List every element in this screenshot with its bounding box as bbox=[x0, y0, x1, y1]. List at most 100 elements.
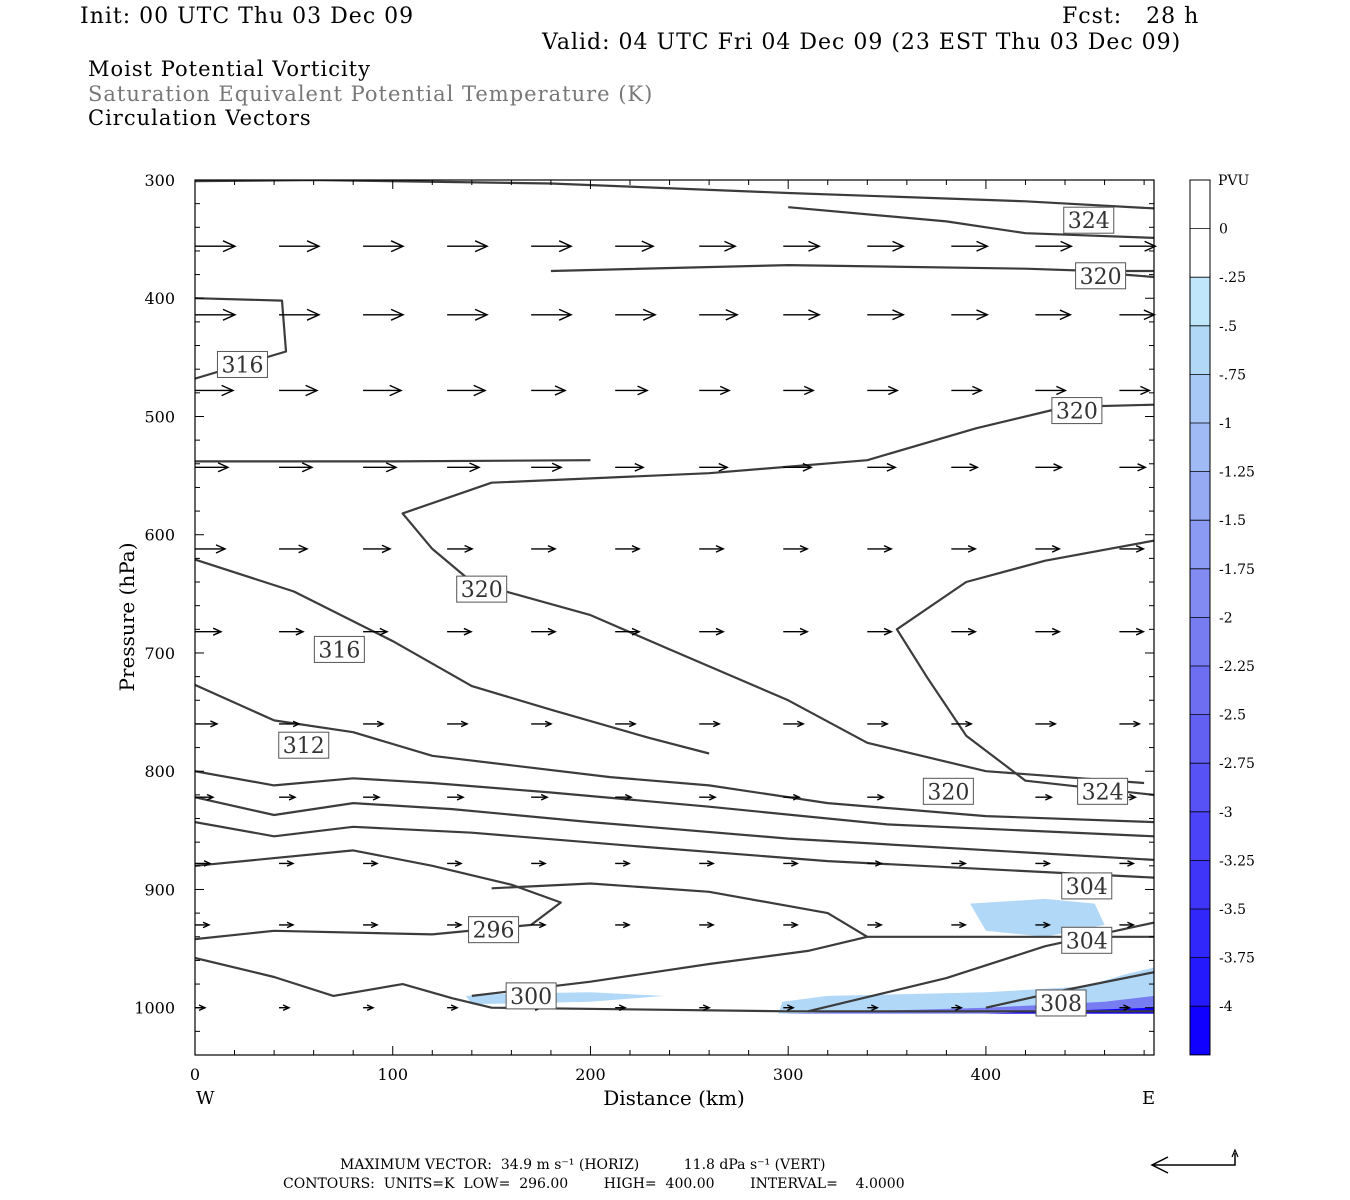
circulation-vector bbox=[279, 240, 321, 253]
circulation-vector bbox=[279, 462, 314, 473]
circulation-vector bbox=[1119, 545, 1146, 553]
contour-label: 304 bbox=[1061, 872, 1113, 900]
circulation-vector bbox=[447, 1004, 459, 1012]
circulation-vector bbox=[951, 921, 968, 929]
colorbar-segment bbox=[1190, 1006, 1210, 1056]
circulation-vector bbox=[1035, 309, 1073, 321]
svg-text:308: 308 bbox=[1040, 992, 1082, 1017]
circulation-vector bbox=[195, 860, 212, 867]
circulation-vector bbox=[363, 921, 379, 929]
circulation-vector bbox=[363, 793, 381, 801]
y-tick-label: 300 bbox=[144, 171, 175, 190]
theta-contour-13 bbox=[195, 849, 562, 941]
circulation-vector bbox=[195, 384, 235, 397]
colorbar-segment bbox=[1190, 909, 1210, 959]
contour-label: 320 bbox=[1075, 262, 1127, 290]
circulation-vector bbox=[531, 385, 567, 396]
circulation-vector bbox=[363, 544, 392, 554]
circulation-vector bbox=[615, 545, 641, 553]
circulation-vector bbox=[1035, 860, 1052, 867]
circulation-vector bbox=[195, 544, 227, 554]
contour-label: 320 bbox=[922, 777, 974, 805]
colorbar-segment bbox=[1190, 277, 1210, 327]
circulation-vector bbox=[1119, 1004, 1132, 1012]
x-tick-label: 400 bbox=[971, 1065, 1002, 1084]
circulation-vector bbox=[1035, 545, 1062, 553]
circulation-vector bbox=[615, 240, 655, 252]
svg-text:304: 304 bbox=[1066, 929, 1108, 954]
circulation-vector bbox=[195, 627, 223, 636]
y-axis-title: Pressure (hPa) bbox=[115, 543, 139, 692]
colorbar-level-label: -3.5 bbox=[1219, 902, 1246, 918]
circulation-vector bbox=[531, 860, 547, 867]
cross-section-chart: 300 400 500 600 700 800 900 1000 0 100 200 300 400 3… bbox=[115, 171, 1255, 1110]
colorbar-segment bbox=[1190, 180, 1210, 230]
circulation-vector bbox=[615, 793, 633, 801]
svg-text:320: 320 bbox=[1056, 400, 1098, 425]
circulation-vector bbox=[951, 720, 974, 728]
circulation-vector bbox=[1119, 463, 1148, 472]
circulation-vector bbox=[279, 1004, 291, 1012]
circulation-vector bbox=[951, 627, 978, 636]
init-time: Init: 00 UTC Thu 03 Dec 09 bbox=[80, 4, 415, 29]
circulation-vector bbox=[867, 545, 893, 553]
circulation-vector bbox=[699, 240, 737, 252]
theta-contour-10 bbox=[195, 770, 1154, 838]
circulation-vector bbox=[867, 921, 883, 929]
contour-label: 316 bbox=[216, 350, 268, 378]
circulation-vector bbox=[279, 720, 301, 728]
circulation-vector bbox=[867, 385, 899, 396]
circulation-vector bbox=[867, 720, 889, 728]
y-tick-label: 500 bbox=[144, 407, 175, 426]
svg-text:312: 312 bbox=[283, 734, 325, 759]
circulation-vector bbox=[447, 921, 463, 929]
circulation-vector bbox=[531, 921, 547, 929]
svg-text:316: 316 bbox=[221, 353, 263, 378]
circulation-vector bbox=[615, 1004, 627, 1012]
circulation-vector bbox=[279, 308, 321, 321]
x-label-east: E bbox=[1142, 1088, 1155, 1109]
circulation-vector bbox=[279, 384, 319, 397]
circulation-vector bbox=[363, 384, 403, 397]
circulation-vector bbox=[951, 860, 968, 867]
circulation-vector bbox=[1035, 385, 1068, 396]
circulation-vector bbox=[783, 860, 799, 867]
forecast-hour: Fcst: 28 h bbox=[1062, 4, 1200, 29]
contour-label: 324 bbox=[1077, 777, 1129, 805]
colorbar-level-label: -.25 bbox=[1219, 270, 1246, 286]
circulation-vector bbox=[363, 308, 405, 321]
circulation-vector bbox=[867, 240, 905, 252]
svg-text:296: 296 bbox=[473, 919, 515, 944]
contour-label: 320 bbox=[456, 575, 508, 603]
circulation-vector bbox=[531, 720, 553, 728]
colorbar-level-label: -1.25 bbox=[1219, 465, 1255, 481]
circulation-vector bbox=[867, 309, 905, 321]
circulation-vector bbox=[1035, 240, 1074, 252]
svg-text:320: 320 bbox=[1080, 265, 1122, 290]
circulation-vector bbox=[783, 720, 805, 728]
contour-info-text: CONTOURS: UNITS=K LOW= 296.00 HIGH= 400.… bbox=[283, 1176, 905, 1192]
circulation-vector bbox=[615, 308, 657, 321]
theta-contour-3 bbox=[550, 264, 1154, 273]
circulation-vector bbox=[531, 240, 573, 253]
circulation-vector bbox=[783, 309, 821, 321]
colorbar-level-label: 0 bbox=[1219, 222, 1228, 238]
circulation-vector bbox=[867, 793, 885, 801]
colorbar-segment bbox=[1190, 811, 1210, 861]
circulation-vector bbox=[951, 1004, 964, 1012]
colorbar-level-label: -.5 bbox=[1219, 319, 1237, 335]
circulation-vector bbox=[447, 627, 473, 636]
colorbar-level-label: -4 bbox=[1219, 999, 1233, 1015]
circulation-vector bbox=[951, 463, 980, 472]
circulation-vector bbox=[1035, 463, 1064, 472]
circulation-vector bbox=[867, 627, 893, 636]
svg-text:304: 304 bbox=[1066, 875, 1108, 900]
circulation-vector bbox=[699, 860, 715, 867]
circulation-vector bbox=[951, 385, 984, 396]
colorbar-segment bbox=[1190, 471, 1210, 521]
colorbar-segment bbox=[1190, 957, 1210, 1007]
circulation-vector bbox=[531, 793, 549, 801]
circulation-vector bbox=[279, 544, 309, 554]
circulation-vector bbox=[867, 860, 883, 867]
colorbar-level-label: -2.25 bbox=[1219, 659, 1255, 675]
